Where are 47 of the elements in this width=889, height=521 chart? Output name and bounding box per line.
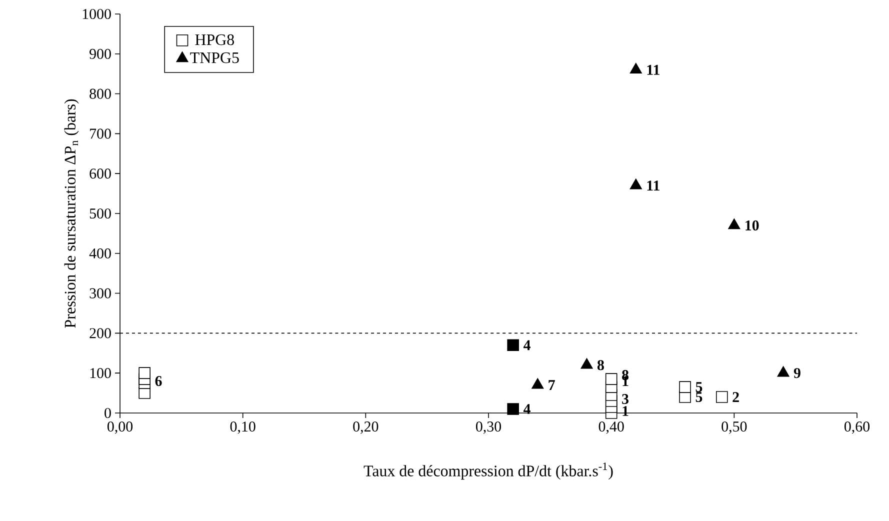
annotation: 4	[523, 404, 530, 414]
point	[630, 178, 642, 190]
y-tick-label: 900	[90, 48, 111, 59]
annotation: 7	[548, 380, 555, 390]
x-tick-label: 0,40	[598, 422, 624, 434]
annotation: 11	[647, 64, 660, 75]
point	[728, 218, 740, 230]
y-tick-label: 700	[90, 128, 111, 139]
x-tick-label: 0,20	[353, 422, 378, 434]
y-tick-label: 500	[90, 208, 111, 219]
annotation: 3	[622, 394, 628, 404]
legend-label: HPG8	[195, 34, 234, 46]
x-tick-label: 0,10	[230, 422, 256, 434]
point	[507, 339, 519, 352]
x-tick-label: 0,00	[107, 422, 133, 434]
point	[679, 381, 691, 393]
annotation: 8	[597, 360, 604, 370]
y-axis-title: Pression de sursaturation ΔP$_{n}$ (bars)	[64, 99, 79, 328]
point	[716, 391, 728, 403]
y-tick-label: 300	[90, 288, 111, 298]
point	[777, 366, 790, 377]
legend-label: TNPG5	[190, 52, 239, 64]
x-tick-label: 0,30	[476, 422, 502, 434]
y-tick-label: 200	[90, 328, 111, 338]
point	[507, 403, 519, 415]
y-tick-label: 100	[90, 368, 111, 378]
y-tick-label: 400	[89, 248, 111, 258]
y-tick-label: 800	[90, 88, 111, 99]
point	[580, 358, 593, 369]
y-tick-label: 0	[104, 408, 111, 418]
annotation: 5	[696, 382, 702, 392]
point	[605, 373, 618, 385]
y-tick-label: 1000	[82, 8, 111, 20]
x-tick-label: 0,60	[844, 422, 870, 434]
x-axis-title: Taux de décompression dP/dt (kbar.s$^{-1}$)	[364, 462, 613, 480]
point	[532, 378, 544, 389]
annotation: 2	[732, 392, 739, 402]
point	[138, 367, 150, 379]
y-tick-label: 600	[90, 168, 111, 179]
annotation: 11	[647, 180, 660, 190]
x-tick-label: 0,50	[722, 422, 747, 434]
annotation: 4	[523, 340, 530, 350]
annotation: 10	[746, 220, 759, 230]
point	[630, 62, 642, 74]
annotation: 6	[155, 376, 162, 386]
annotation: 9	[794, 368, 800, 378]
annotation: 5	[696, 392, 702, 402]
